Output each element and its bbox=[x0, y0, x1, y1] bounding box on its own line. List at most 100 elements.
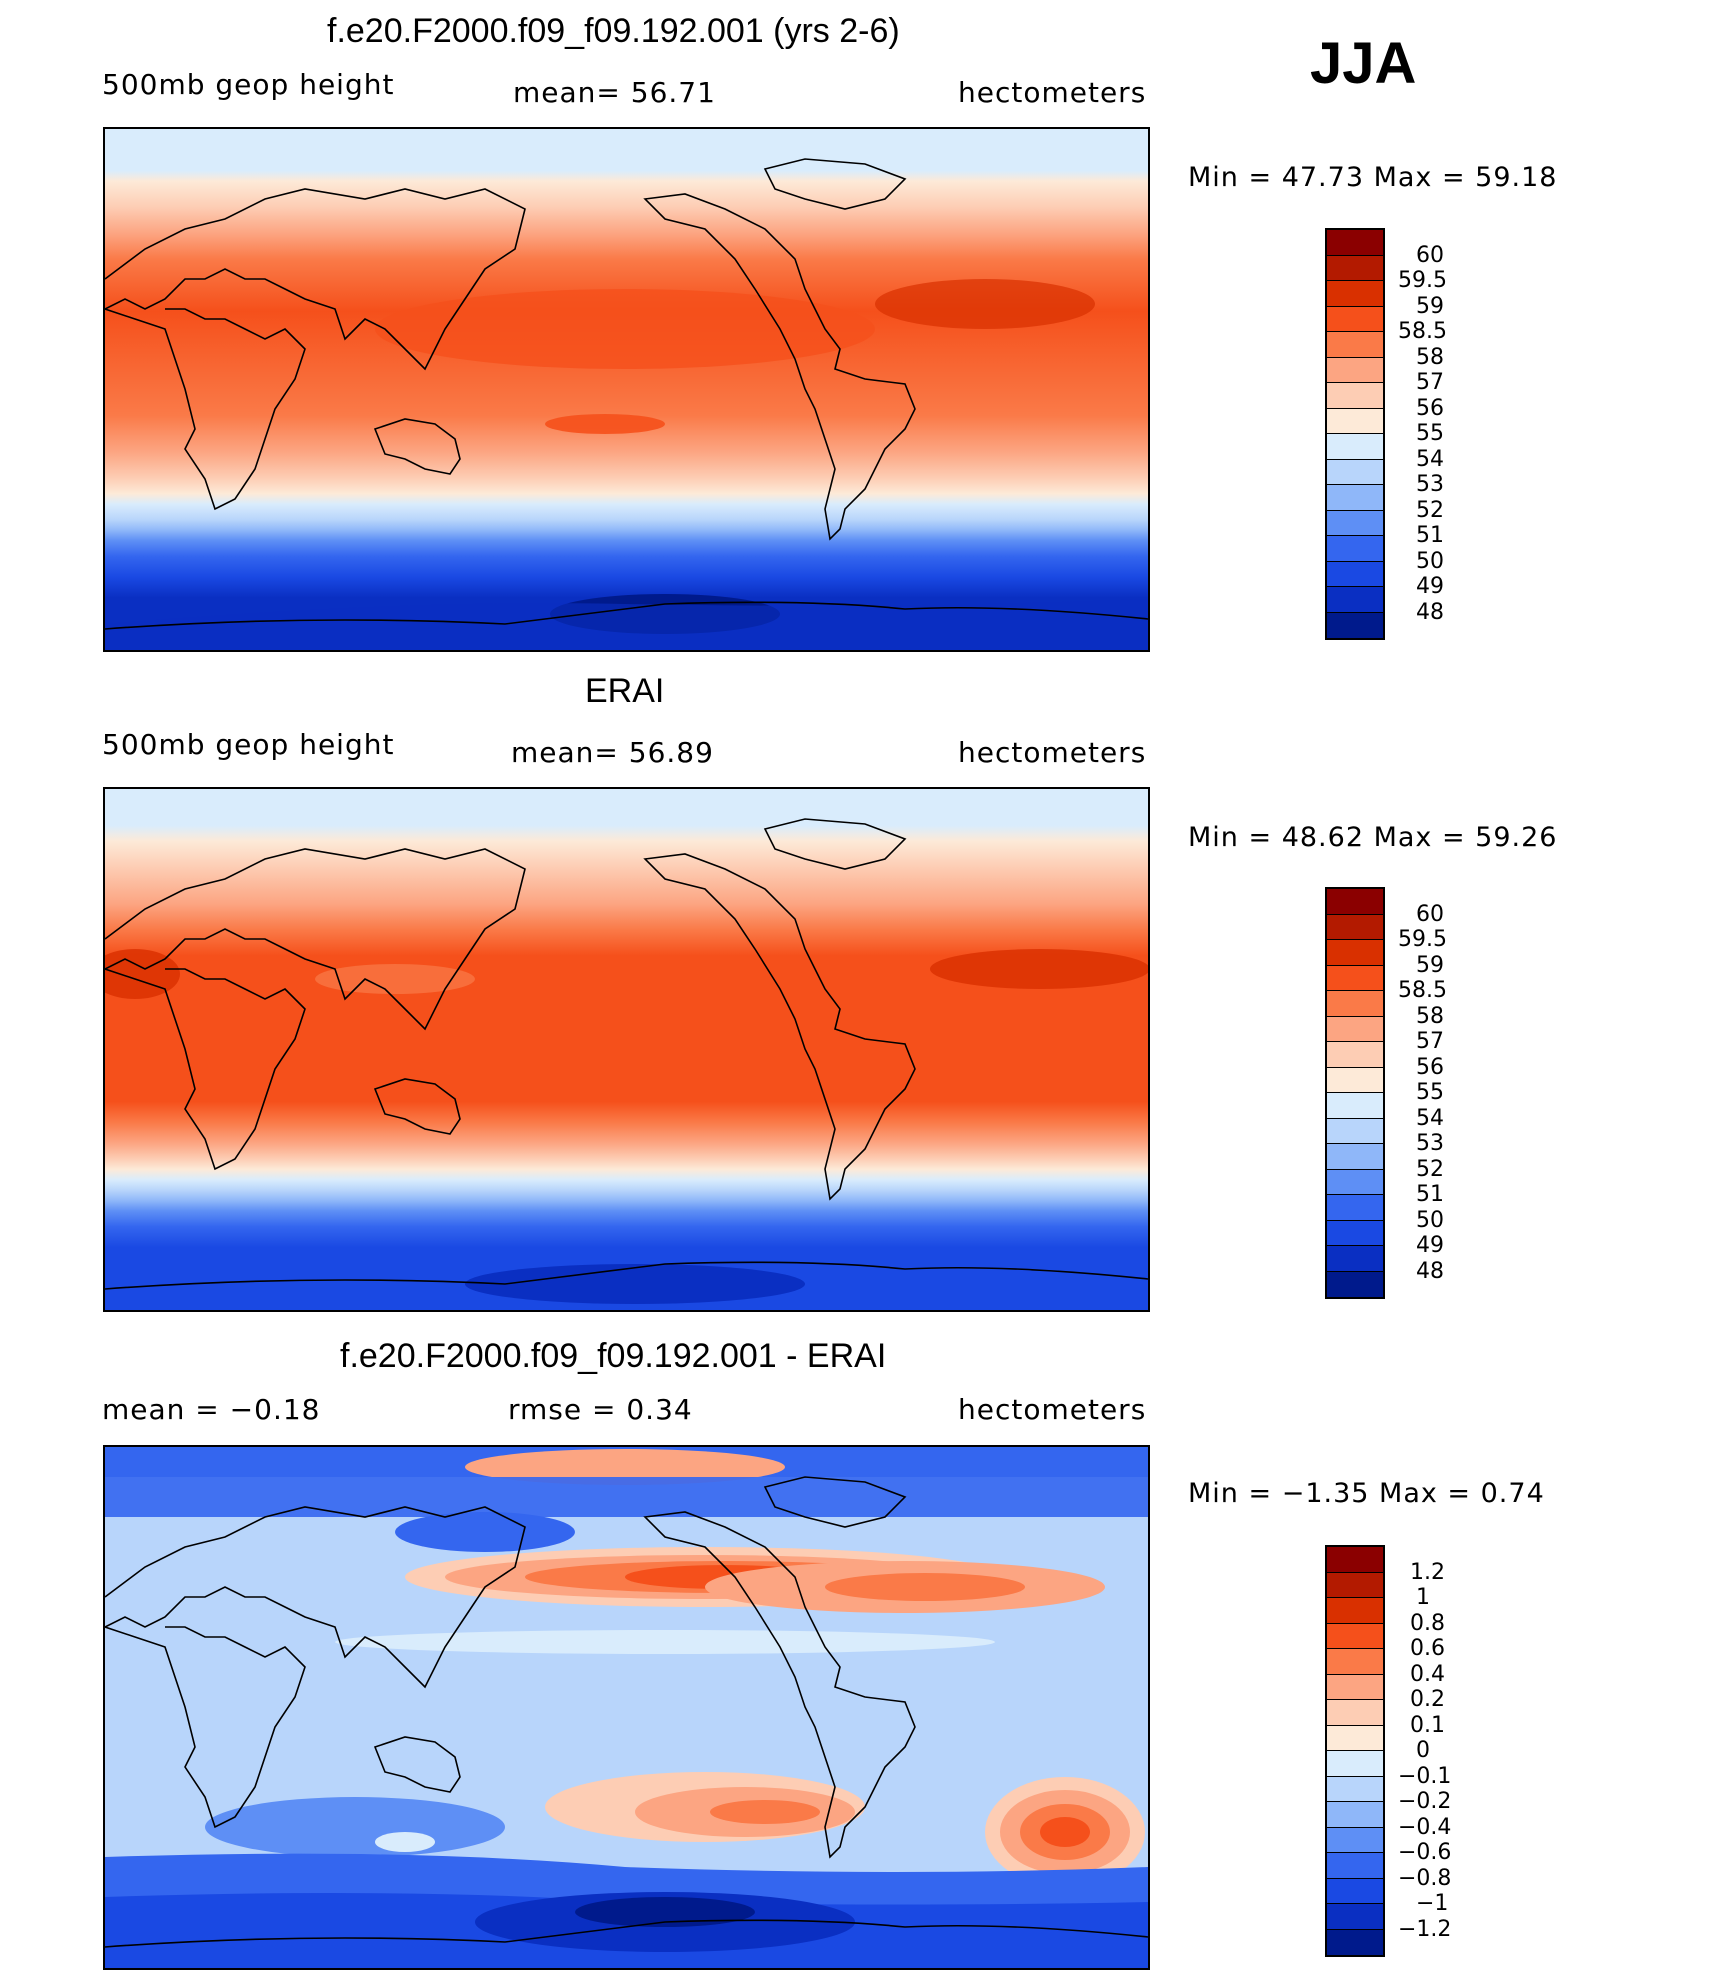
colorbar-swatch bbox=[1327, 306, 1383, 332]
colorbar-swatch bbox=[1327, 1271, 1383, 1297]
coastline bbox=[105, 1919, 1148, 1948]
panel-obs-coastlines bbox=[105, 818, 1148, 1290]
coastline bbox=[763, 818, 907, 870]
colorbar-tick-label: 54 bbox=[1416, 1105, 1444, 1131]
panel-model-map bbox=[103, 127, 1150, 652]
colorbar-swatch bbox=[1327, 914, 1383, 940]
colorbar-swatch bbox=[1327, 434, 1383, 460]
coastline bbox=[373, 418, 461, 475]
coastline bbox=[105, 601, 1148, 630]
coastline bbox=[763, 1476, 907, 1528]
panel-obs-field bbox=[105, 789, 1148, 1310]
colorbar-tick-label: 53 bbox=[1416, 472, 1444, 497]
colorbar-tick-label: 50 bbox=[1416, 1207, 1444, 1233]
season-label: JJA bbox=[1310, 31, 1417, 96]
colorbar-tick-label: −0.2 bbox=[1398, 1789, 1452, 1814]
colorbar-tick-label: 55 bbox=[1416, 421, 1444, 446]
colorbar-swatch bbox=[1327, 536, 1383, 562]
coastline bbox=[763, 158, 907, 210]
coastline bbox=[373, 1078, 461, 1135]
colorbar-tick-label: 60 bbox=[1416, 242, 1444, 268]
colorbar-swatch bbox=[1327, 281, 1383, 307]
colorbar-tick-label: 59 bbox=[1416, 952, 1444, 978]
colorbar-tick-label: 51 bbox=[1416, 1182, 1444, 1207]
panel-diff-coastlines bbox=[105, 1476, 1148, 1948]
panel-obs-title: ERAI bbox=[585, 672, 665, 710]
colorbar-tick-label: 58 bbox=[1416, 344, 1444, 370]
colorbar-swatch bbox=[1327, 1700, 1383, 1726]
coastline bbox=[105, 968, 306, 1171]
colorbar-swatch bbox=[1327, 612, 1383, 638]
panel-model-variable-label: 500mb geop height bbox=[102, 68, 395, 101]
panel-model-field bbox=[105, 129, 1148, 650]
coastline bbox=[373, 1736, 461, 1793]
colorbar-swatch bbox=[1327, 1118, 1383, 1144]
colorbar-swatch bbox=[1327, 1649, 1383, 1675]
colorbar-tick-label: 52 bbox=[1416, 1156, 1444, 1182]
colorbar-swatch bbox=[1327, 889, 1383, 915]
colorbar-tick-label: 60 bbox=[1416, 901, 1444, 927]
colorbar-tick-label: 0.1 bbox=[1410, 1712, 1445, 1738]
colorbar-swatch bbox=[1327, 1572, 1383, 1598]
colorbar-swatch bbox=[1327, 1169, 1383, 1195]
colorbar-swatch bbox=[1327, 510, 1383, 536]
coastline bbox=[105, 188, 526, 371]
panel-model-min-max: Min = 47.73 Max = 59.18 bbox=[1188, 162, 1558, 193]
coastline bbox=[105, 308, 306, 511]
colorbar-swatch bbox=[1327, 1929, 1383, 1955]
colorbar-swatch bbox=[1327, 1195, 1383, 1221]
coastline bbox=[105, 1506, 526, 1689]
colorbar-swatch bbox=[1327, 459, 1383, 485]
colorbar-tick-label: 1.2 bbox=[1410, 1559, 1445, 1585]
colorbar-swatch bbox=[1327, 255, 1383, 281]
panel-model-units-label: hectometers bbox=[958, 76, 1147, 109]
panel-model-mean-label: mean= 56.71 bbox=[513, 76, 716, 109]
colorbar-tick-label: 53 bbox=[1416, 1131, 1444, 1156]
colorbar-swatch bbox=[1327, 1878, 1383, 1904]
colorbar-swatch bbox=[1327, 383, 1383, 409]
panel-model-coastlines bbox=[105, 158, 1148, 630]
panel-obs-mean-label: mean= 56.89 bbox=[511, 736, 714, 769]
colorbar-tick-label: 0 bbox=[1416, 1738, 1430, 1763]
colorbar-swatch bbox=[1327, 1776, 1383, 1802]
colorbar-swatch bbox=[1327, 1144, 1383, 1170]
colorbar-tick-label: 0.4 bbox=[1410, 1661, 1445, 1687]
colorbar-swatch bbox=[1327, 1827, 1383, 1853]
coastline bbox=[105, 1626, 306, 1829]
colorbar-swatch bbox=[1327, 1246, 1383, 1272]
colorbar-swatch bbox=[1327, 561, 1383, 587]
colorbar-swatch bbox=[1327, 991, 1383, 1017]
colorbar-tick-label: −0.8 bbox=[1398, 1865, 1452, 1891]
colorbar-tick-label: −0.4 bbox=[1398, 1814, 1452, 1840]
colorbar-tick-label: −1.2 bbox=[1398, 1916, 1452, 1942]
colorbar-swatch bbox=[1327, 940, 1383, 966]
colorbar-swatch bbox=[1327, 1067, 1383, 1093]
panel-diff-colorbar bbox=[1325, 1545, 1385, 1957]
colorbar-swatch bbox=[1327, 1725, 1383, 1751]
colorbar-swatch bbox=[1327, 1016, 1383, 1042]
colorbar-tick-label: 48 bbox=[1416, 599, 1444, 625]
colorbar-swatch bbox=[1327, 1042, 1383, 1068]
colorbar-tick-label: 54 bbox=[1416, 446, 1444, 472]
panel-diff-mean-label: mean = −0.18 bbox=[102, 1393, 321, 1426]
colorbar-tick-label: 58.5 bbox=[1398, 319, 1447, 344]
colorbar-tick-label: 55 bbox=[1416, 1080, 1444, 1105]
colorbar-tick-label: 59.5 bbox=[1398, 268, 1447, 293]
panel-obs-min-max: Min = 48.62 Max = 59.26 bbox=[1188, 822, 1558, 853]
colorbar-tick-label: 0.6 bbox=[1410, 1636, 1445, 1661]
colorbar-swatch bbox=[1327, 1904, 1383, 1930]
colorbar-swatch bbox=[1327, 230, 1383, 256]
colorbar-swatch bbox=[1327, 357, 1383, 383]
colorbar-swatch bbox=[1327, 332, 1383, 358]
colorbar-swatch bbox=[1327, 1802, 1383, 1828]
colorbar-tick-label: 58.5 bbox=[1398, 978, 1447, 1003]
colorbar-tick-label: 56 bbox=[1416, 1054, 1444, 1080]
panel-diff-map bbox=[103, 1445, 1150, 1970]
colorbar-swatch bbox=[1327, 1751, 1383, 1777]
colorbar-swatch bbox=[1327, 1220, 1383, 1246]
colorbar-swatch bbox=[1327, 1547, 1383, 1573]
colorbar-tick-label: 52 bbox=[1416, 497, 1444, 523]
panel-model-colorbar bbox=[1325, 228, 1385, 640]
colorbar-tick-label: 1 bbox=[1416, 1585, 1430, 1610]
panel-diff-min-max: Min = −1.35 Max = 0.74 bbox=[1188, 1478, 1545, 1509]
